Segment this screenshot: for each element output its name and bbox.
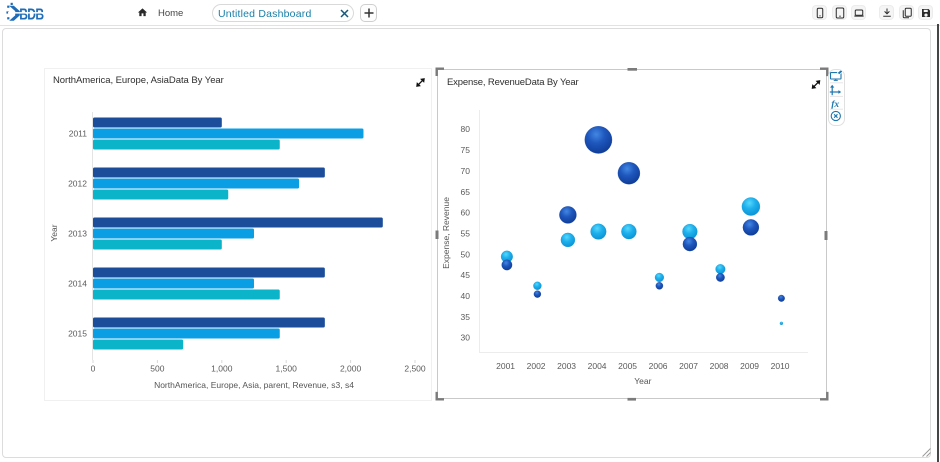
svg-text:60: 60 [461, 208, 471, 218]
svg-text:2007: 2007 [679, 361, 698, 371]
svg-text:2002: 2002 [527, 361, 546, 371]
svg-text:NorthAmerica, Europe, Asia, pa: NorthAmerica, Europe, Asia, parent, Reve… [154, 380, 354, 390]
svg-text:2009: 2009 [740, 361, 759, 371]
svg-text:1,500: 1,500 [276, 364, 298, 374]
svg-text:2015: 2015 [68, 329, 87, 339]
svg-text:35: 35 [461, 312, 471, 322]
svg-text:NorthAmerica, Europe, AsiaData: NorthAmerica, Europe, AsiaData By Year [53, 75, 224, 86]
svg-text:2006: 2006 [649, 361, 668, 371]
svg-text:45: 45 [461, 270, 471, 280]
svg-text:Year: Year [49, 224, 59, 241]
svg-text:50: 50 [461, 249, 471, 259]
svg-text:0: 0 [91, 364, 96, 374]
svg-text:80: 80 [461, 124, 471, 134]
svg-text:75: 75 [461, 145, 471, 155]
svg-text:70: 70 [461, 166, 471, 176]
svg-text:2,000: 2,000 [340, 364, 362, 374]
svg-text:2003: 2003 [557, 361, 576, 371]
svg-text:Expense, RevenueData By Year: Expense, RevenueData By Year [447, 77, 579, 88]
svg-text:fx: fx [831, 100, 839, 110]
svg-text:2010: 2010 [771, 361, 790, 371]
svg-text:2,500: 2,500 [404, 364, 426, 374]
svg-text:2014: 2014 [68, 279, 87, 289]
svg-text:2011: 2011 [69, 129, 88, 139]
svg-text:40: 40 [461, 291, 471, 301]
svg-text:55: 55 [461, 228, 471, 238]
svg-text:30: 30 [461, 333, 471, 343]
svg-text:2012: 2012 [68, 179, 87, 189]
svg-text:2004: 2004 [588, 361, 607, 371]
svg-text:2001: 2001 [496, 361, 515, 371]
svg-text:500: 500 [150, 364, 164, 374]
svg-text:1,000: 1,000 [211, 364, 233, 374]
svg-text:2005: 2005 [618, 361, 637, 371]
svg-text:65: 65 [461, 187, 471, 197]
svg-text:Expense, Revenue: Expense, Revenue [441, 197, 451, 269]
svg-text:Year: Year [634, 376, 651, 386]
svg-text:2008: 2008 [710, 361, 729, 371]
svg-text:2013: 2013 [68, 229, 87, 239]
